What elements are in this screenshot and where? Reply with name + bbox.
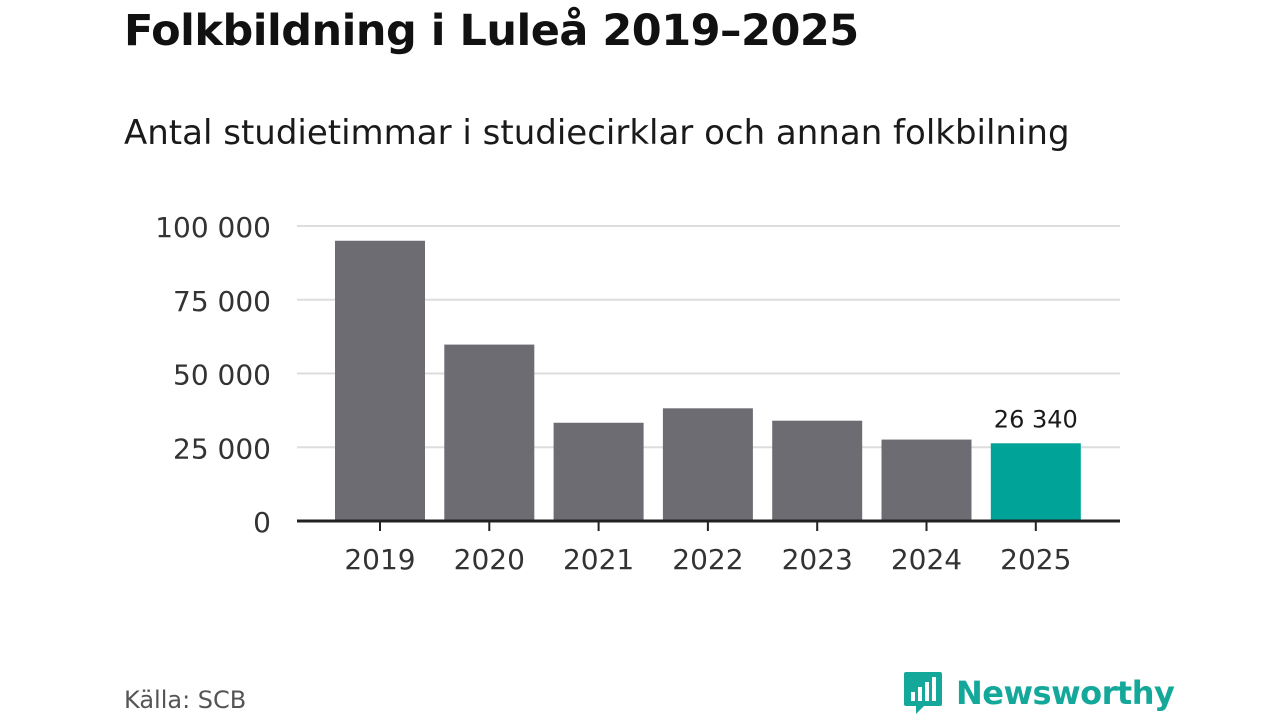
brand-name: Newsworthy — [956, 674, 1175, 712]
y-tick-label: 25 000 — [173, 432, 271, 465]
x-tick-label: 2023 — [782, 543, 853, 576]
y-tick-label: 100 000 — [155, 211, 271, 244]
chart-title: Folkbildning i Luleå 2019–2025 — [124, 6, 859, 56]
bar-2022 — [662, 408, 753, 521]
brand-logo: Newsworthy — [902, 670, 1175, 716]
bar-chart-speech-bubble-icon — [904, 672, 942, 714]
bar-2020 — [444, 344, 535, 521]
source-note: Källa: SCB — [124, 686, 247, 714]
bar-2019 — [335, 240, 425, 521]
x-tick-label: 2021 — [563, 543, 634, 576]
x-tick-label: 2019 — [344, 543, 415, 576]
bar-2021 — [553, 422, 644, 521]
x-tick-label: 2022 — [672, 543, 743, 576]
bar-2025 — [990, 443, 1081, 521]
chart-subtitle: Antal studietimmar i studiecirklar och a… — [124, 113, 1070, 153]
x-tick-label: 2024 — [891, 543, 962, 576]
bar-2024 — [881, 439, 972, 521]
data-label: 26 340 — [994, 405, 1078, 433]
x-tick-label: 2025 — [1000, 543, 1071, 576]
bar-2023 — [772, 420, 863, 521]
y-tick-label: 50 000 — [173, 359, 271, 392]
y-tick-label: 75 000 — [173, 285, 271, 318]
y-tick-label: 0 — [253, 506, 271, 539]
bar-chart: 0 25 000 50 000 75 000 100 000 2019 2020 2021 20… — [155, 211, 1120, 576]
x-tick-label: 2020 — [454, 543, 525, 576]
